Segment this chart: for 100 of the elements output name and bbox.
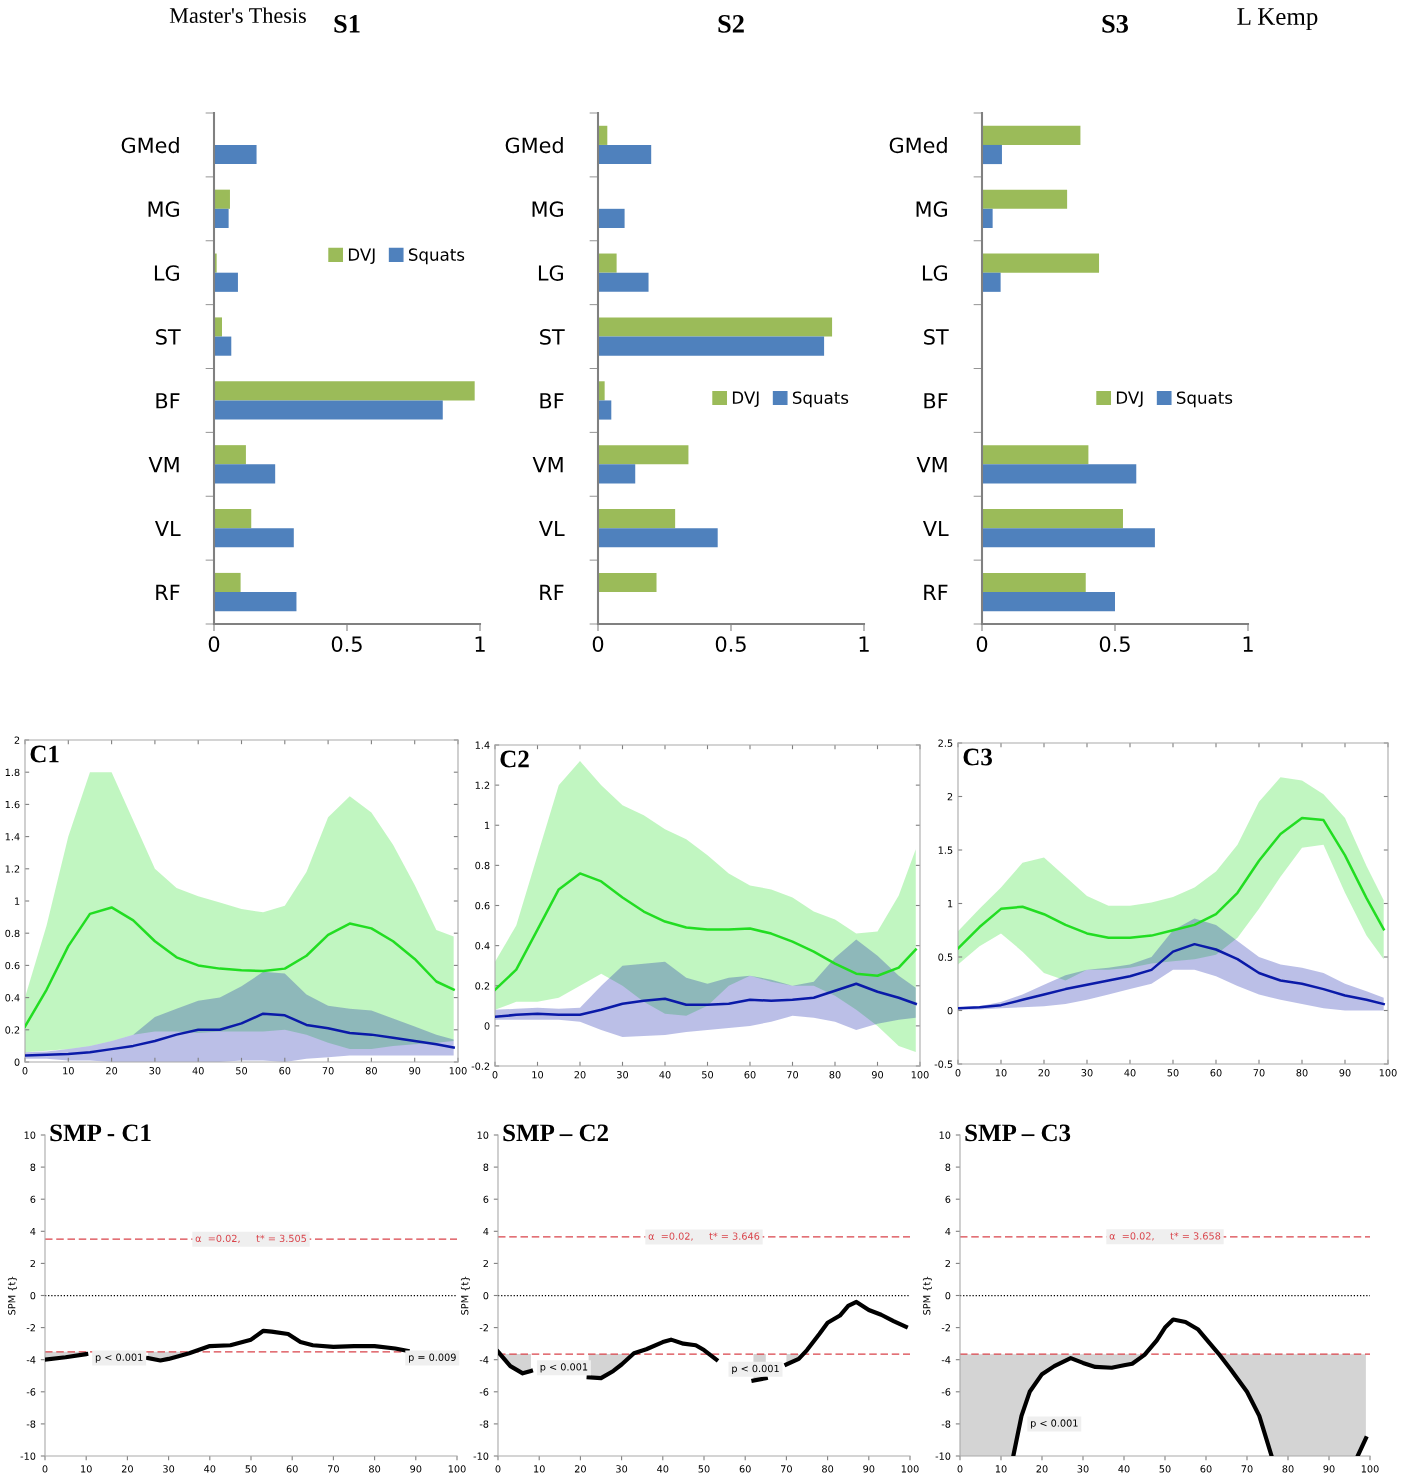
x-tick-label: 1 xyxy=(859,636,869,652)
x-tick-label: 40 xyxy=(1124,1069,1136,1077)
y-tick-label: GMed xyxy=(121,137,179,154)
x-tick-label: 70 xyxy=(328,1465,339,1473)
bar xyxy=(214,317,222,337)
x-tick-label: 0 xyxy=(495,1465,501,1473)
y-tick-label: -8 xyxy=(26,1420,36,1428)
y-tick-label: -10 xyxy=(20,1452,36,1460)
x-tick-label: 20 xyxy=(1038,1069,1050,1077)
x-tick-label: 100 xyxy=(449,1067,467,1075)
bar xyxy=(982,445,1089,465)
y-tick-label: VL xyxy=(922,520,949,537)
y-tick-label: 8 xyxy=(945,1163,951,1171)
y-tick-label: 1 xyxy=(485,821,490,829)
bar xyxy=(598,381,605,401)
bar xyxy=(214,336,232,356)
bar xyxy=(214,528,294,548)
x-tick-label: 70 xyxy=(1253,1069,1265,1077)
y-tick-label: 6 xyxy=(945,1195,951,1204)
y-tick-label: 0 xyxy=(483,1291,489,1300)
legend-label: DVJ xyxy=(732,391,759,408)
y-tick-label: 0.2 xyxy=(475,982,490,990)
annotation: p < 0.001 xyxy=(1031,1419,1078,1429)
ref-line-label: α =0.02, t* = 3.658 xyxy=(1109,1232,1221,1241)
bar xyxy=(214,272,238,292)
y-tick-label: 8 xyxy=(30,1163,36,1171)
y-tick-label: -4 xyxy=(941,1356,951,1364)
legend-label: Squats xyxy=(792,391,849,408)
chart-title: S1 xyxy=(334,14,360,33)
y-tick-label: 8 xyxy=(483,1163,489,1171)
x-tick-label: 30 xyxy=(1077,1465,1089,1473)
chart-title: C3 xyxy=(963,748,992,766)
y-tick-label: 4 xyxy=(945,1227,951,1235)
y-tick-label: 6 xyxy=(483,1195,489,1204)
y-tick-label: 0 xyxy=(945,1291,951,1300)
x-tick-label: 40 xyxy=(192,1067,204,1075)
bar xyxy=(982,144,1002,165)
y-axis-title: SPM {t} xyxy=(922,1276,932,1315)
y-tick-label: -6 xyxy=(941,1388,951,1396)
x-tick-label: 70 xyxy=(787,1071,799,1079)
y-tick-label: 0 xyxy=(30,1291,36,1300)
x-tick-label: 80 xyxy=(822,1465,834,1473)
y-tick-label: -2 xyxy=(26,1324,35,1332)
y-tick-label: -0.2 xyxy=(471,1062,490,1070)
bar xyxy=(598,208,625,228)
annotation: p < 0.001 xyxy=(732,1364,779,1375)
x-tick-label: 40 xyxy=(657,1465,669,1473)
y-tick-label: -2 xyxy=(941,1324,950,1332)
legend-label: DVJ xyxy=(1116,391,1143,408)
y-tick-label: 10 xyxy=(477,1131,489,1139)
y-tick-label: -4 xyxy=(26,1356,36,1364)
y-tick-label: RF xyxy=(540,584,564,600)
bar xyxy=(214,400,443,420)
y-tick-label: GMed xyxy=(505,137,563,154)
x-tick-label: 0.5 xyxy=(1099,636,1130,652)
bar xyxy=(214,592,297,612)
y-tick-label: 1.2 xyxy=(5,865,20,873)
x-tick-label: 80 xyxy=(369,1465,381,1473)
y-tick-label: 2 xyxy=(947,792,953,801)
x-tick-label: 60 xyxy=(279,1067,291,1075)
y-tick-label: -8 xyxy=(479,1420,489,1428)
x-tick-label: 0 xyxy=(208,636,220,652)
bar xyxy=(598,445,689,465)
x-tick-label: 60 xyxy=(286,1465,298,1473)
y-tick-label: VM xyxy=(916,457,947,473)
y-tick-label: 1.4 xyxy=(5,833,20,841)
x-tick-label: 30 xyxy=(149,1067,161,1075)
y-tick-label: MG xyxy=(148,201,179,218)
y-tick-label: BF xyxy=(540,393,564,409)
bar xyxy=(982,528,1155,548)
y-tick-label: 4 xyxy=(483,1227,489,1235)
bar xyxy=(598,272,649,292)
x-tick-label: 50 xyxy=(698,1465,710,1473)
bar xyxy=(598,400,612,420)
x-tick-label: 90 xyxy=(863,1465,875,1473)
x-tick-label: 50 xyxy=(1167,1069,1179,1077)
x-tick-label: 30 xyxy=(163,1465,175,1473)
y-tick-label: ST xyxy=(156,329,181,345)
line-series xyxy=(958,816,1385,950)
x-tick-label: 80 xyxy=(1282,1465,1294,1473)
bar xyxy=(214,381,475,401)
y-axis-title: SPM {t} xyxy=(7,1276,17,1315)
y-tick-label: 0 xyxy=(14,1058,20,1066)
bar xyxy=(598,528,718,548)
y-tick-label: BF xyxy=(156,393,180,409)
y-tick-label: 1.2 xyxy=(475,781,490,789)
bar xyxy=(982,464,1137,484)
bar xyxy=(982,272,1001,292)
x-tick-label: 20 xyxy=(574,1071,586,1079)
bar xyxy=(982,208,993,228)
y-tick-label: BF xyxy=(924,393,948,409)
line-series xyxy=(25,1012,455,1057)
bar xyxy=(598,572,657,593)
y-tick-label: -6 xyxy=(26,1388,36,1396)
x-tick-label: 80 xyxy=(1296,1069,1308,1077)
x-tick-label: 10 xyxy=(63,1067,74,1075)
chart-title: S3 xyxy=(1102,14,1129,33)
line-series xyxy=(495,872,917,992)
x-tick-label: 40 xyxy=(204,1465,216,1473)
chart-title: C2 xyxy=(500,750,529,768)
